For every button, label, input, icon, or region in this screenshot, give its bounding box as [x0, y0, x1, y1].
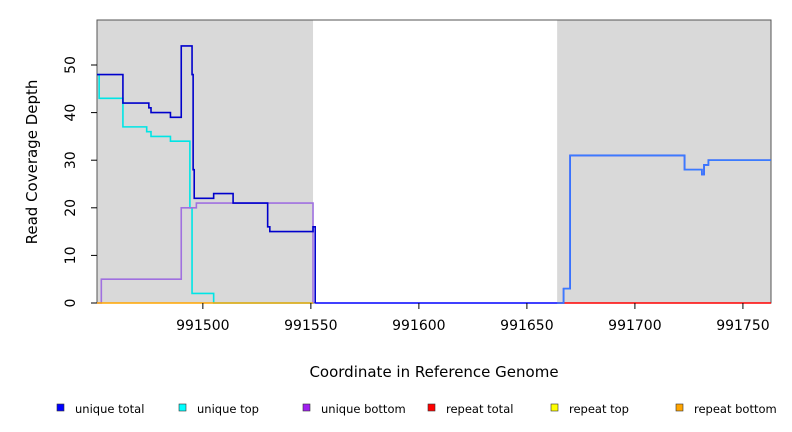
legend-label: repeat top [569, 402, 629, 416]
x-tick-label: 991650 [500, 318, 553, 334]
y-tick-label: 30 [63, 151, 79, 169]
legend-item-unique-bottom: unique bottom [302, 402, 406, 416]
y-tick-label: 20 [63, 199, 79, 217]
legend-item-repeat-top: repeat top [550, 402, 629, 416]
series-unique-total-4 [97, 45, 316, 303]
legend-label: unique top [197, 402, 259, 416]
legend-label: unique total [75, 402, 144, 416]
y-tick-label: 50 [63, 56, 79, 74]
x-tick-label: 991600 [392, 318, 445, 334]
legend-item-unique-total: unique total [56, 402, 144, 416]
y-tick-label: 40 [63, 104, 79, 122]
y-tick-label: 0 [63, 299, 79, 308]
y-tick-label: 10 [63, 246, 79, 264]
legend-swatch [550, 403, 559, 412]
series-unique-total-6 [557, 154, 771, 304]
y-axis-label: Read Coverage Depth [23, 80, 41, 245]
shaded-region-0 [97, 20, 314, 303]
shaded-regions [97, 20, 771, 303]
x-tick-label: 991750 [716, 318, 769, 334]
y-axis: 0 10 20 30 40 50 [63, 56, 97, 307]
series-lines [97, 45, 771, 304]
legend-swatch [56, 403, 65, 412]
x-axis-label: Coordinate in Reference Genome [309, 363, 558, 381]
legend: unique total unique top unique bottom repea… [56, 402, 777, 416]
series-unique-top-0 [97, 73, 314, 304]
legend-item-unique-top: unique top [178, 402, 259, 416]
legend-item-repeat-total: repeat total [427, 402, 513, 416]
legend-swatch [178, 403, 187, 412]
x-tick-label: 991700 [608, 318, 661, 334]
shaded-region-1 [557, 20, 771, 303]
legend-swatch [675, 403, 684, 412]
legend-item-repeat-bottom: repeat bottom [675, 402, 777, 416]
legend-swatch [302, 403, 311, 412]
x-tick-label: 991500 [176, 318, 229, 334]
x-axis: 991500 991550 991600 991650 991700 991750 [176, 303, 770, 334]
legend-label: unique bottom [321, 402, 406, 416]
legend-label: repeat total [446, 402, 513, 416]
legend-label: repeat bottom [694, 402, 777, 416]
legend-swatch [427, 403, 436, 412]
x-tick-label: 991550 [284, 318, 337, 334]
